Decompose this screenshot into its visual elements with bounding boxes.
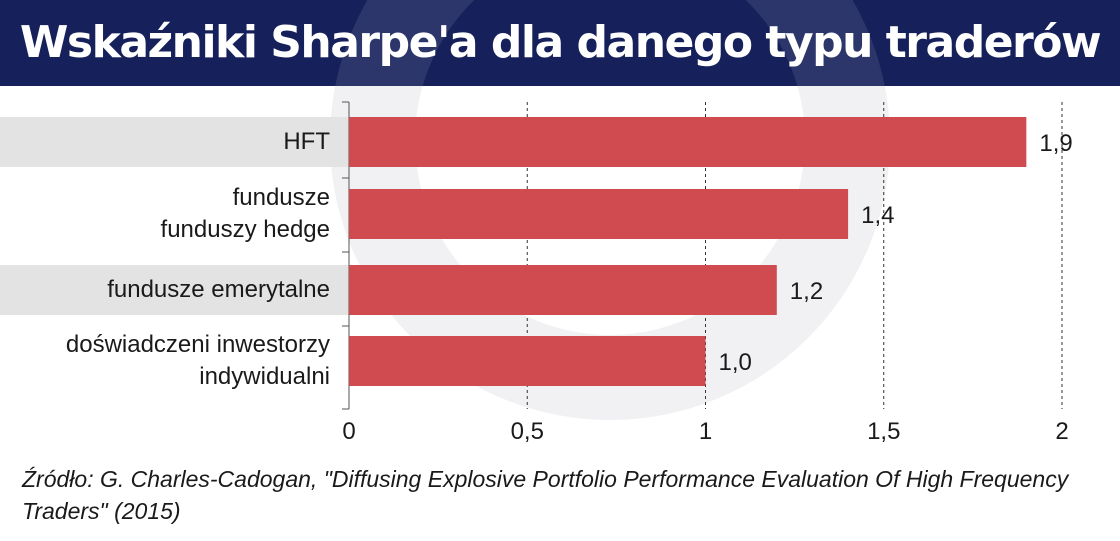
- value-label-3: 1,2: [789, 278, 824, 305]
- x-tick-label-5: 2: [1055, 418, 1069, 445]
- x-tick-label-4: 1,5: [867, 418, 901, 445]
- source-note: Źródło: G. Charles-Cadogan, "Diffusing E…: [22, 466, 1069, 524]
- bar-4: [349, 336, 706, 386]
- header-banner: Wskaźniki Sharpe'a dla danego typu trade…: [0, 0, 1120, 86]
- x-tick-label-1: 0: [342, 418, 356, 445]
- value-label-2: 1,4: [861, 202, 895, 229]
- x-tick-label-2: 0,5: [510, 418, 544, 445]
- value-label-4: 1,0: [718, 349, 752, 376]
- category-label-1: HFT: [283, 128, 330, 155]
- category-label-3: fundusze emerytalne: [107, 276, 330, 303]
- chart-title: Wskaźniki Sharpe'a dla danego typu trade…: [19, 17, 1102, 68]
- category-label-2: fundusze funduszy hedge: [160, 184, 330, 243]
- bar-1: [349, 117, 1027, 167]
- category-label-4: doświadczeni inwestorzy indywidualni: [65, 331, 330, 390]
- x-tick-label-3: 1: [698, 418, 713, 445]
- category-band-1: [0, 117, 349, 167]
- bar-3: [349, 265, 777, 315]
- value-label-1: 1,9: [1039, 130, 1073, 157]
- bar-2: [349, 189, 849, 239]
- category-band-3: [0, 265, 349, 315]
